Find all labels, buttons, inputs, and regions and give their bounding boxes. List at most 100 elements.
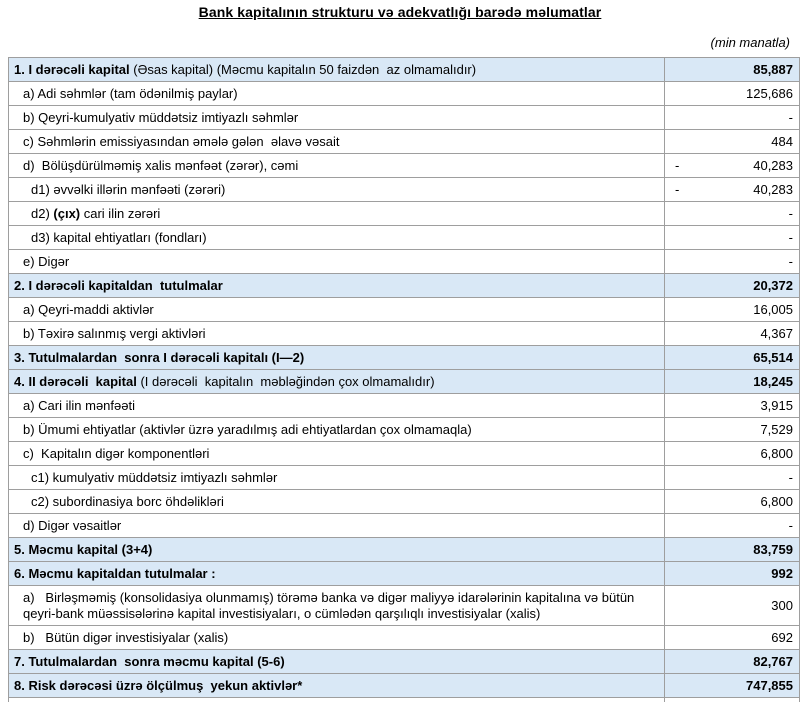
label-segment: b) Bütün digər investisiyalar (xalis) bbox=[23, 629, 229, 645]
value-number: 18,245 bbox=[753, 374, 793, 389]
row-label: 3. Tutulmalardan sonra I dərəcəli kapita… bbox=[8, 345, 665, 370]
row-value: 992 bbox=[664, 561, 800, 586]
value-number: - bbox=[788, 110, 793, 125]
value-number: 747,855 bbox=[746, 678, 793, 693]
row-label: a) Qeyri-maddi aktivlər bbox=[8, 297, 665, 322]
label-segment: d) Digər vəsaitlər bbox=[23, 517, 122, 533]
label-segment: a) Birləşməmiş (konsolidasiya olunmamış)… bbox=[23, 589, 638, 621]
value-number: 20,372 bbox=[753, 278, 793, 293]
value-number: 65,514 bbox=[753, 350, 793, 365]
label-segment-bold: 1. I dərəcəli kapital bbox=[14, 61, 134, 77]
row-label: a) Birləşməmiş (konsolidasiya olunmamış)… bbox=[8, 585, 665, 626]
value-number: 7,529 bbox=[760, 422, 793, 437]
row-value: 7,529 bbox=[664, 417, 800, 442]
value-number: 300 bbox=[771, 598, 793, 613]
row-label: d) Bölüşdürülməmiş xalis mənfəət (zərər)… bbox=[8, 153, 665, 178]
label-segment: c1) kumulyativ müddətsiz imtiyazlı səhml… bbox=[31, 469, 278, 485]
row-label: b) Təxirə salınmış vergi aktivləri bbox=[8, 321, 665, 346]
label-segment: c) Kapitalın digər komponentləri bbox=[23, 445, 210, 461]
row-value: - 40,283 bbox=[664, 177, 800, 202]
row-value: 747,855 bbox=[664, 673, 800, 698]
row-value: 65,514 bbox=[664, 345, 800, 370]
table-row: a) Cari ilin mənfəəti 3,915 bbox=[8, 393, 800, 418]
table-row: 2. I dərəcəli kapitaldan tutulmalar 20,37… bbox=[8, 273, 800, 298]
table-row: c2) subordinasiya borc öhdəlikləri 6,800 bbox=[8, 489, 800, 514]
table-row: 5. Məcmu kapital (3+4) 83,759 bbox=[8, 537, 800, 562]
table-row: e) Digər - bbox=[8, 249, 800, 274]
table-row: b) Ümumi ehtiyatlar (aktivlər üzrə yarad… bbox=[8, 417, 800, 442]
row-value: 85,887 bbox=[664, 57, 800, 82]
capital-table-body: 1. I dərəcəli kapital (Əsas kapital) (Mə… bbox=[8, 57, 800, 702]
row-value: - bbox=[664, 249, 800, 274]
table-spacer-row bbox=[8, 697, 800, 702]
unit-note: (min manatla) bbox=[710, 35, 790, 50]
row-value: 484 bbox=[664, 129, 800, 154]
label-segment-bold: 3. Tutulmalardan sonra I dərəcəli kapita… bbox=[14, 349, 305, 365]
row-value: 82,767 bbox=[664, 649, 800, 674]
value-number: 125,686 bbox=[746, 86, 793, 101]
row-label: a) Cari ilin mənfəəti bbox=[8, 393, 665, 418]
value-number: 40,283 bbox=[753, 158, 793, 173]
row-value: - bbox=[664, 201, 800, 226]
label-segment: (Əsas kapital) (Məcmu kapitalın 50 faizd… bbox=[133, 61, 477, 77]
row-label: b) Qeyri-kumulyativ müddətsiz imtiyazlı … bbox=[8, 105, 665, 130]
value-number: 40,283 bbox=[753, 182, 793, 197]
row-label bbox=[8, 697, 665, 702]
table-row: 7. Tutulmalardan sonra məcmu kapital (5-… bbox=[8, 649, 800, 674]
value-number: - bbox=[788, 470, 793, 485]
table-row: d3) kapital ehtiyatları (fondları) - bbox=[8, 225, 800, 250]
label-segment: c) Səhmlərin emissiyasından əmələ gələn … bbox=[23, 133, 340, 149]
table-row: 3. Tutulmalardan sonra I dərəcəli kapita… bbox=[8, 345, 800, 370]
label-segment: d) Bölüşdürülməmiş xalis mənfəət (zərər)… bbox=[23, 157, 299, 173]
value-number: 16,005 bbox=[753, 302, 793, 317]
row-value: - bbox=[664, 513, 800, 538]
row-label: 4. II dərəcəli kapital (I dərəcəli kapit… bbox=[8, 369, 665, 394]
row-label: b) Bütün digər investisiyalar (xalis) bbox=[8, 625, 665, 650]
row-value: 125,686 bbox=[664, 81, 800, 106]
value-number: 692 bbox=[771, 630, 793, 645]
value-number: 3,915 bbox=[760, 398, 793, 413]
label-segment-bold: 7. Tutulmalardan sonra məcmu kapital (5-… bbox=[14, 653, 285, 669]
row-label: c) Səhmlərin emissiyasından əmələ gələn … bbox=[8, 129, 665, 154]
value-number: 83,759 bbox=[753, 542, 793, 557]
label-segment: (I dərəcəli kapitalın məbləğindən çox ol… bbox=[140, 373, 435, 389]
table-row: b) Təxirə salınmış vergi aktivləri 4,367 bbox=[8, 321, 800, 346]
label-segment: e) Digər bbox=[23, 253, 70, 269]
row-value: - bbox=[664, 105, 800, 130]
label-segment: d3) kapital ehtiyatları (fondları) bbox=[31, 229, 207, 245]
row-label: d3) kapital ehtiyatları (fondları) bbox=[8, 225, 665, 250]
table-row: a) Qeyri-maddi aktivlər 16,005 bbox=[8, 297, 800, 322]
value-number: 85,887 bbox=[753, 62, 793, 77]
row-value: 3,915 bbox=[664, 393, 800, 418]
row-value bbox=[664, 697, 800, 702]
row-value: 300 bbox=[664, 585, 800, 626]
table-row: d2) (çıx) cari ilin zərəri - bbox=[8, 201, 800, 226]
label-segment-bold: 8. Risk dərəcəsi üzrə ölçülmuş yekun akt… bbox=[14, 677, 303, 693]
value-number: - bbox=[788, 230, 793, 245]
row-label: c1) kumulyativ müddətsiz imtiyazlı səhml… bbox=[8, 465, 665, 490]
label-segment-bold: 6. Məcmu kapitaldan tutulmalar : bbox=[14, 565, 216, 581]
row-value: - bbox=[664, 465, 800, 490]
negative-sign: - bbox=[675, 158, 680, 173]
table-row: d) Bölüşdürülməmiş xalis mənfəət (zərər)… bbox=[8, 153, 800, 178]
row-label: a) Adi səhmlər (tam ödənilmiş paylar) bbox=[8, 81, 665, 106]
row-value: 16,005 bbox=[664, 297, 800, 322]
table-row: 4. II dərəcəli kapital (I dərəcəli kapit… bbox=[8, 369, 800, 394]
page-title: Bank kapitalının strukturu və adekvatlığ… bbox=[198, 4, 602, 20]
row-value: 83,759 bbox=[664, 537, 800, 562]
table-row: a) Birləşməmiş (konsolidasiya olunmamış)… bbox=[8, 585, 800, 626]
row-value: 6,800 bbox=[664, 441, 800, 466]
table-row: b) Qeyri-kumulyativ müddətsiz imtiyazlı … bbox=[8, 105, 800, 130]
row-label: 7. Tutulmalardan sonra məcmu kapital (5-… bbox=[8, 649, 665, 674]
label-segment: a) Cari ilin mənfəəti bbox=[23, 397, 135, 413]
value-number: 82,767 bbox=[753, 654, 793, 669]
label-segment: a) Qeyri-maddi aktivlər bbox=[23, 301, 154, 317]
table-row: 1. I dərəcəli kapital (Əsas kapital) (Mə… bbox=[8, 57, 800, 82]
table-row: a) Adi səhmlər (tam ödənilmiş paylar) 125… bbox=[8, 81, 800, 106]
table-row: d1) əvvəlki illərin mənfəəti (zərəri) - 40… bbox=[8, 177, 800, 202]
row-value: - bbox=[664, 225, 800, 250]
row-value: 692 bbox=[664, 625, 800, 650]
value-number: 6,800 bbox=[760, 446, 793, 461]
row-label: d2) (çıx) cari ilin zərəri bbox=[8, 201, 665, 226]
row-label: b) Ümumi ehtiyatlar (aktivlər üzrə yarad… bbox=[8, 417, 665, 442]
